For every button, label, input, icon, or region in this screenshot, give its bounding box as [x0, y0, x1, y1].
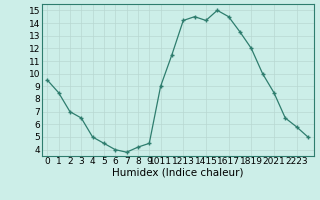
X-axis label: Humidex (Indice chaleur): Humidex (Indice chaleur) [112, 168, 243, 178]
